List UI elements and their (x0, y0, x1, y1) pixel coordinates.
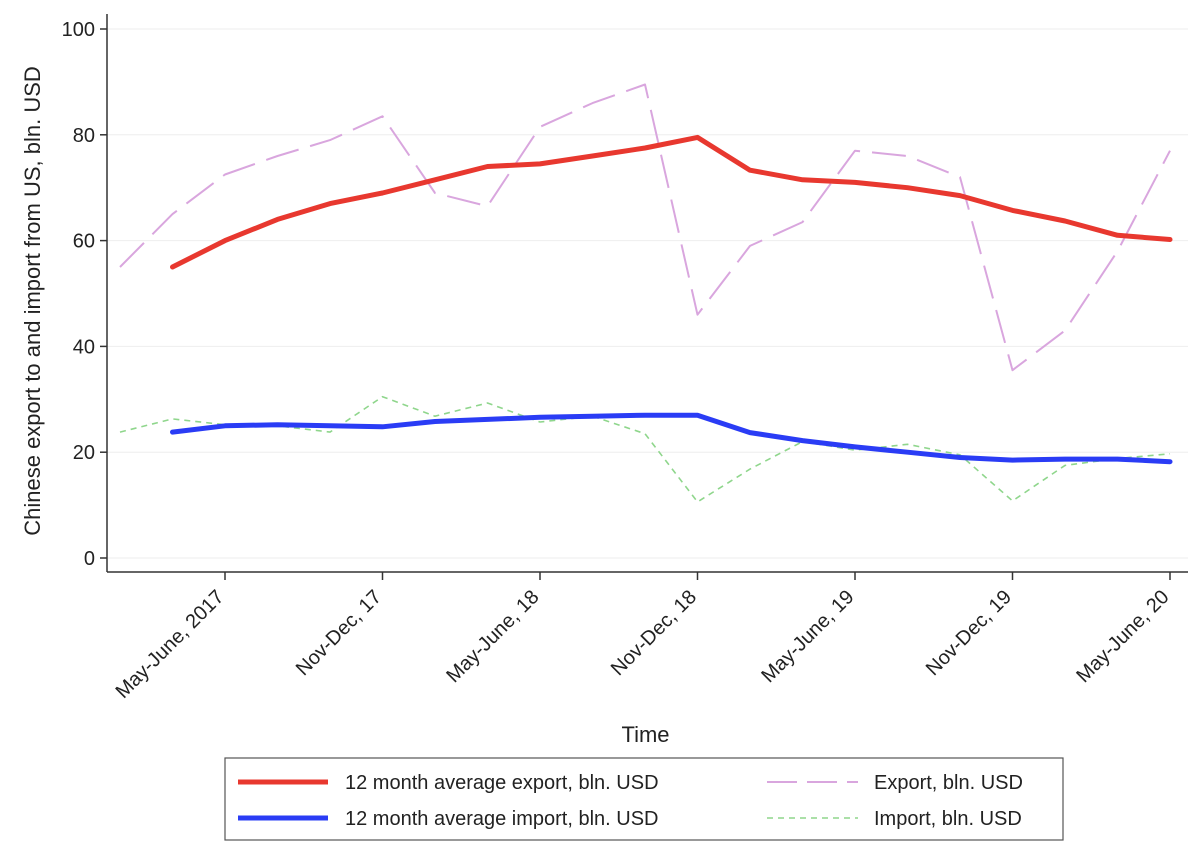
series-line-12-month-average-import-bln-usd (170, 412, 1173, 465)
series-line-import-bln-usd (119, 395, 1171, 503)
y-tick-label: 60 (73, 231, 95, 253)
x-axis-title: Time (621, 722, 669, 747)
series-line-12-month-average-export-bln-usd (170, 134, 1173, 270)
y-axis-title: Chinese export to and import from US, bl… (20, 66, 45, 536)
series-line-export-bln-usd (119, 83, 1171, 372)
legend-label: 12 month average export, bln. USD (345, 772, 659, 794)
legend-label: Import, bln. USD (874, 808, 1022, 830)
legend-label: Export, bln. USD (874, 772, 1023, 794)
y-tick-label: 100 (62, 19, 95, 41)
y-tick-label: 0 (84, 548, 95, 570)
y-tick-label: 80 (73, 125, 95, 147)
y-tick-label: 40 (73, 336, 95, 358)
y-tick-label: 20 (73, 442, 95, 464)
legend-box (224, 757, 1064, 841)
legend-label: 12 month average import, bln. USD (345, 808, 659, 830)
